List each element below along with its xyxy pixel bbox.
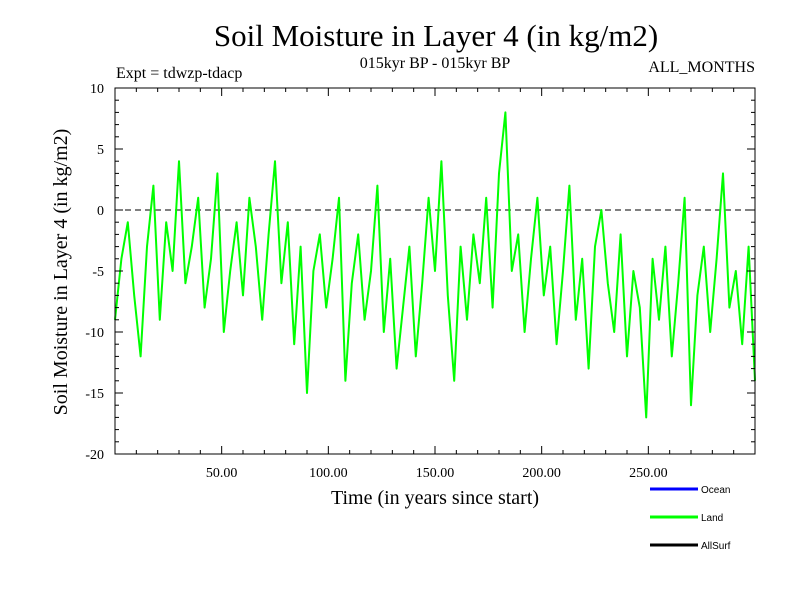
period-label: 015kyr BP - 015kyr BP [360,55,511,72]
y-tick-label: -5 [92,265,104,280]
x-axis-label: Time (in years since start) [331,487,539,509]
x-tick-label: 250.00 [629,466,668,481]
y-tick-label: 10 [90,82,104,97]
legend-label-allsurf: AllSurf [701,541,731,552]
legend-label-ocean: Ocean [701,485,730,496]
legend-label-land: Land [701,513,723,524]
x-tick-label: 50.00 [206,466,238,481]
x-tick-label: 150.00 [416,466,455,481]
x-tick-label: 200.00 [522,466,561,481]
series-line-land [114,111,756,419]
y-tick-label: 0 [97,204,104,219]
y-axis-label: Soil Moisture in Layer 4 (in kg/m2) [50,129,72,416]
months-label: ALL_MONTHS [648,59,755,76]
y-tick-label: -15 [85,387,104,402]
y-tick-label: 5 [97,143,104,158]
legend: Ocean Land AllSurf [650,485,731,552]
y-tick-label: -20 [85,448,104,463]
series-layer [114,111,756,419]
tick-label-layer: 50.00 100.00 150.00 200.00 250.00 -20 -15 -10 -5… [85,82,667,481]
expt-label: Expt = tdwzp-tdacp [116,65,242,82]
chart-title: Soil Moisture in Layer 4 (in kg/m2) [214,18,658,53]
y-tick-label: -10 [85,326,104,341]
tick-layer [115,87,755,455]
x-tick-label: 100.00 [309,466,348,481]
